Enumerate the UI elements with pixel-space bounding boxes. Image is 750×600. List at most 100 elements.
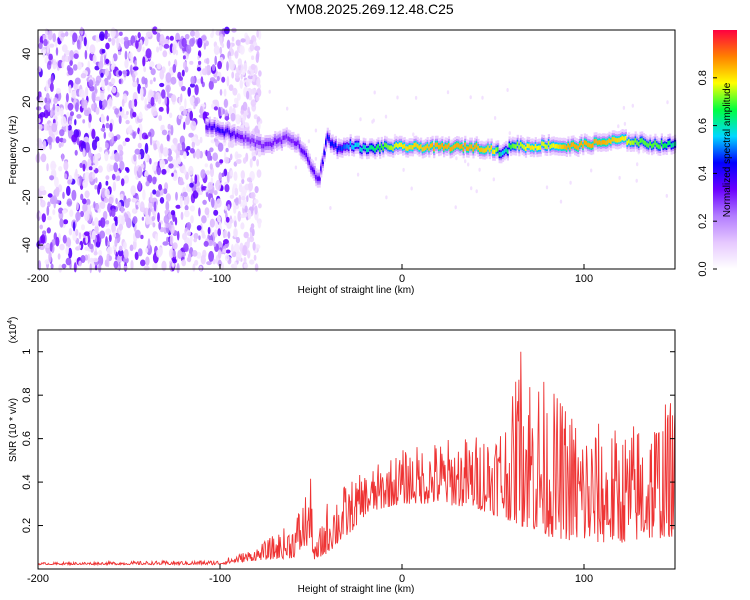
noise-speckle (186, 222, 192, 230)
ridge-segment (465, 146, 469, 151)
noise-speckle (214, 229, 218, 238)
faint-speck (590, 168, 593, 173)
ridge-segment (598, 140, 601, 145)
noise-speckle (81, 224, 85, 231)
noise-speckle (183, 121, 186, 130)
ridge-segment (647, 143, 650, 148)
ridge-segment (469, 144, 472, 149)
noise-speckle (215, 179, 222, 191)
ridge-segment (551, 143, 554, 148)
ridge-segment (556, 144, 559, 149)
noise-speckle (164, 210, 169, 215)
noise-speckle (69, 209, 74, 217)
noise-speckle (217, 142, 224, 152)
noise-speckle (189, 205, 195, 212)
noise-speckle (159, 44, 163, 52)
noise-speckle (108, 96, 113, 107)
noise-speckle (160, 143, 164, 154)
ridge-segment (266, 141, 269, 147)
noise-speckle (158, 115, 163, 121)
noise-speckle (134, 251, 139, 261)
ridge-segment (352, 145, 356, 150)
ridge-segment (593, 139, 596, 144)
noise-speckle (110, 155, 114, 160)
noise-speckle (256, 169, 262, 178)
ridge-segment (212, 125, 215, 131)
noise-speckle (97, 165, 103, 173)
noise-speckle (234, 50, 239, 59)
noise-speckle (172, 63, 177, 73)
ridge-segment (351, 144, 354, 150)
noise-speckle (124, 59, 129, 69)
ridge-segment (467, 146, 470, 151)
noise-speckle (213, 190, 218, 196)
noise-speckle (152, 262, 157, 271)
noise-speckle (229, 194, 235, 199)
noise-speckle (132, 216, 138, 225)
ridge-segment (392, 146, 395, 151)
noise-speckle (189, 182, 194, 188)
noise-speckle (83, 136, 90, 143)
noise-speckle (82, 198, 87, 205)
noise-speckle (91, 230, 96, 241)
noise-speckle (161, 168, 167, 175)
x-tick-label: -100 (209, 273, 231, 285)
noise-speckle (159, 82, 165, 88)
noise-speckle (243, 231, 249, 239)
noise-speckle (247, 250, 251, 259)
noise-speckle (119, 31, 123, 36)
noise-speckle (52, 33, 56, 43)
noise-speckle (186, 44, 192, 54)
faint-speck (454, 205, 457, 210)
ridge-segment (405, 146, 408, 151)
ridge-segment (356, 142, 359, 147)
colorbar-gradient (713, 30, 737, 269)
noise-speckle (38, 124, 43, 130)
noise-speckle (87, 158, 92, 167)
noise-speckle (235, 197, 239, 206)
ridge-segment (646, 142, 649, 147)
ridge-segment (225, 129, 228, 134)
noise-speckle (205, 170, 211, 176)
ridge-segment (574, 144, 577, 149)
ridge-segment (577, 145, 580, 151)
ridge-segment (506, 149, 509, 154)
noise-speckle (37, 260, 42, 271)
noise-speckle (123, 38, 130, 49)
noise-speckle (149, 61, 155, 68)
ridge-segment (441, 143, 444, 148)
noise-speckle (211, 197, 215, 208)
noise-speckle (184, 205, 189, 211)
ridge-segment (284, 135, 287, 140)
ridge-segment (282, 135, 285, 140)
ridge-segment (479, 147, 482, 153)
noise-speckle (159, 69, 165, 80)
noise-speckle (76, 114, 82, 119)
noise-speckle (59, 129, 65, 137)
noise-speckle (206, 261, 212, 266)
noise-speckle (117, 201, 122, 209)
noise-speckle (121, 98, 125, 107)
noise-speckle (137, 32, 141, 39)
noise-speckle (113, 260, 119, 269)
noise-speckle (106, 115, 109, 122)
noise-speckle (194, 84, 199, 96)
ridge-segment (238, 133, 241, 139)
noise-speckle (208, 250, 215, 262)
ridge-segment (395, 142, 398, 148)
noise-speckle (79, 162, 83, 168)
ridge-segment (470, 144, 473, 149)
ridge-segment (267, 141, 270, 147)
noise-speckle (195, 148, 201, 160)
noise-speckle (118, 115, 122, 124)
noise-speckle (190, 30, 196, 37)
ridge-segment (557, 144, 560, 149)
faint-speck (506, 88, 509, 92)
noise-speckle (135, 229, 141, 239)
ridge-segment (665, 143, 668, 149)
noise-speckle (177, 157, 182, 165)
noise-speckle (179, 197, 183, 209)
ridge-segment (244, 134, 247, 140)
noise-speckle (65, 257, 72, 266)
noise-speckle (217, 60, 223, 70)
